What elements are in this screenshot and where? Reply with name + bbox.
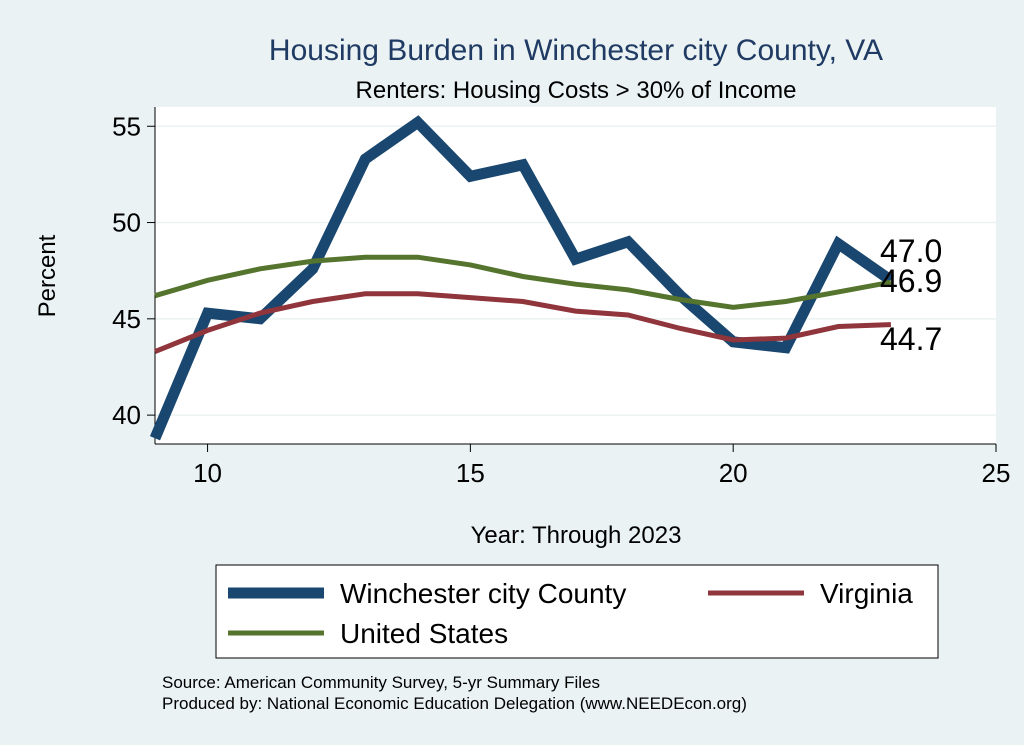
series-layer [149,115,895,441]
end-label-virginia: 44.7 [880,321,942,357]
x-axis-label: Year: Through 2023 [471,522,682,549]
legend-label-united-states: United States [340,618,508,649]
legend: Winchester city County Virginia United Sta… [215,564,939,659]
x-tick-label-20: 20 [719,458,748,488]
x-tick-label-15: 15 [456,458,485,488]
y-tick-label-55: 55 [112,111,141,141]
series-line-virginia [154,291,891,354]
x-tick-label-25: 25 [982,458,1011,488]
chart-title: Housing Burden in Winchester city County… [269,34,883,67]
axis-layer: 40 45 50 55 10 15 20 25 [112,107,1010,488]
series-line-united-states [154,254,892,310]
y-axis-label: Percent [34,234,61,317]
end-label-winchester-city-county: 47.0 [880,233,942,269]
end-label-united-states: 46.9 [880,263,942,299]
x-tick-label-10: 10 [193,458,222,488]
plot-area [155,107,996,444]
chart-subtitle: Renters: Housing Costs > 30% of Income [356,77,797,104]
source-line-1: Source: American Community Survey, 5-yr … [162,673,600,692]
series-line-winchester-city-county [149,115,895,441]
source-line-2: Produced by: National Economic Education… [162,694,747,713]
label-layer: 47.046.9 44.7 [880,233,942,357]
y-tick-label-45: 45 [112,304,141,334]
grid-layer [155,125,996,416]
y-tick-label-40: 40 [112,400,141,430]
legend-label-virginia: Virginia [820,578,913,609]
y-tick-label-50: 50 [112,208,141,238]
legend-label-winchester-city-county: Winchester city County [340,578,626,609]
legend-box [215,564,939,659]
